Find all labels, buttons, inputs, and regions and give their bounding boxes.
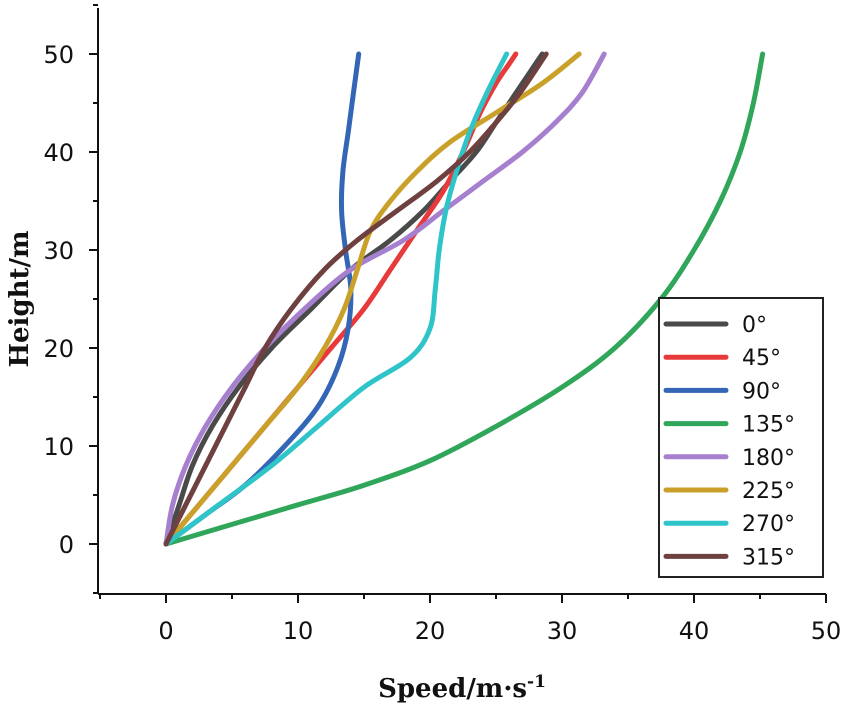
ticks xyxy=(89,4,827,603)
x-tick-label: 20 xyxy=(415,617,446,645)
legend-box xyxy=(658,297,824,578)
axes xyxy=(97,8,826,595)
series-7-line xyxy=(163,51,510,547)
legend-label: 225° xyxy=(742,479,795,504)
y-tick-label: 20 xyxy=(43,335,74,363)
x-tick-label: 40 xyxy=(679,617,710,645)
x-tick-label: 30 xyxy=(547,617,578,645)
series-6-line xyxy=(163,51,582,547)
series-1-line xyxy=(163,51,545,547)
legend-label: 270° xyxy=(742,512,795,537)
y-tick-label: 50 xyxy=(43,41,74,69)
legend-label: 0° xyxy=(742,313,767,338)
y-tick-label: 40 xyxy=(43,139,74,167)
tick-labels: 0 10 20 30 40 50 0 10 20 30 40 50 xyxy=(43,41,841,645)
legend-label: 135° xyxy=(742,413,795,438)
y-tick-label: 30 xyxy=(43,237,74,265)
legend-label: 315° xyxy=(742,545,795,570)
y-tick-label: 10 xyxy=(43,433,74,461)
legend-label: 45° xyxy=(742,346,781,371)
x-tick-label: 50 xyxy=(811,617,842,645)
y-axis-title: Height/m xyxy=(5,230,35,367)
series-2-line xyxy=(163,51,519,547)
series-5-line xyxy=(163,51,607,547)
x-axis-title: Speed/m·s-1 xyxy=(378,672,546,704)
series-8-line xyxy=(163,51,549,547)
series-lines xyxy=(163,51,766,547)
y-tick-label: 0 xyxy=(59,531,74,559)
legend-label: 180° xyxy=(742,446,795,471)
legend: 0° 45° 90° 135° 180° 225° 270° 315° xyxy=(658,297,824,578)
legend-label: 90° xyxy=(742,379,781,404)
x-tick-label: 10 xyxy=(283,617,314,645)
series-4-line xyxy=(163,51,766,547)
x-tick-label: 0 xyxy=(158,617,173,645)
x-axis-title-superscript: -1 xyxy=(527,672,546,692)
